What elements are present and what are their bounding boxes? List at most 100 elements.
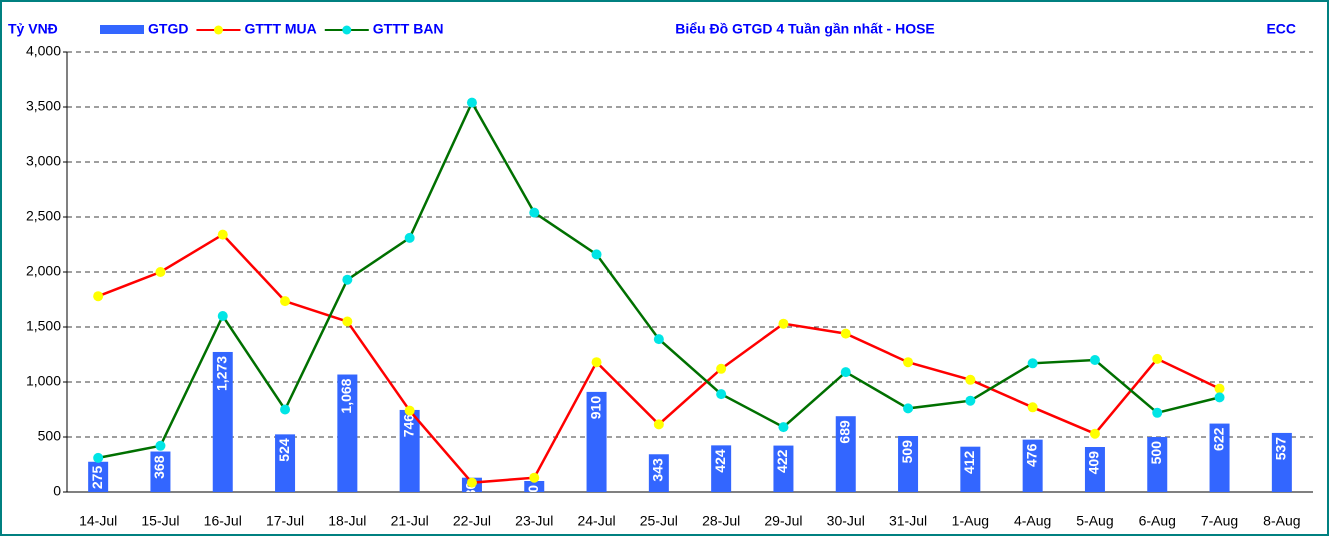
marker [404,405,415,416]
marker [342,274,353,285]
marker [716,389,727,400]
marker [466,477,477,488]
bar [586,391,607,492]
x-tick-label: 8-Aug [1263,513,1300,529]
marker [840,328,851,339]
marker [1152,353,1163,364]
bar-label: 622 [1210,427,1226,451]
bar-label: 368 [151,455,167,479]
marker [529,472,540,483]
marker [93,452,104,463]
x-tick-label: 22-Jul [453,513,491,529]
x-tick-label: 29-Jul [764,513,802,529]
bar [1209,423,1230,492]
marker [653,334,664,345]
marker [1089,428,1100,439]
marker [466,97,477,108]
chart-title: Biểu Đồ GTGD 4 Tuần gần nhất - HOSE [675,21,935,37]
marker [217,311,228,321]
marker [280,296,291,307]
legend-label: GTTT MUA [244,21,316,37]
x-tick-label: 18-Jul [328,513,366,529]
bar [648,454,669,492]
x-tick-label: 4-Aug [1014,513,1051,529]
y-tick-label: 500 [38,428,62,444]
y-tick-label: 3,500 [26,98,61,114]
marker [778,422,789,433]
bar-label-group: 524 [276,438,292,462]
bar [337,374,358,492]
y-tick-label: 1,500 [26,318,61,334]
bar-label-group: 509 [899,440,915,464]
marker [965,395,976,406]
marker [1214,383,1225,394]
bar-label: 100 [525,485,541,509]
bar-label-group: 368 [151,455,167,479]
bar [1271,432,1292,492]
bar-label-group: 412 [961,450,977,474]
bar-label-group: 275 [89,466,105,490]
bar-label: 476 [1023,443,1039,467]
bar-label-group: 343 [650,458,666,482]
marker [591,357,602,368]
bar [275,434,296,492]
x-tick-label: 1-Aug [952,513,989,529]
bar [524,481,545,492]
y-tick-label: 2,500 [26,208,61,224]
marker [1027,358,1038,369]
marker [155,440,166,451]
bar-label: 524 [276,438,292,462]
bar-label: 746 [400,414,416,438]
x-tick-label: 23-Jul [515,513,553,529]
bar-label-group: 424 [712,449,728,473]
bar-label-group: 1,068 [338,378,354,413]
bar-label: 910 [587,396,603,420]
bar [1147,437,1168,492]
marker [529,207,540,218]
bar-label-group: 1,273 [213,356,229,391]
marker [778,318,789,329]
source: ECC [1266,21,1296,37]
marker [280,404,291,415]
bar-label: 689 [836,420,852,444]
bar-label-group: 476 [1023,443,1039,467]
bar-label: 1,068 [338,378,354,413]
y-tick-label: 4,000 [26,43,61,59]
marker [1214,392,1225,403]
x-tick-label: 16-Jul [204,513,242,529]
legend-swatch [100,25,144,34]
bar-label: 343 [650,458,666,482]
bar-label-group: 500 [1148,441,1164,465]
marker [1089,355,1100,365]
x-tick-label: 15-Jul [141,513,179,529]
bar-label: 424 [712,449,728,473]
marker [965,374,976,385]
y-tick-label: 2,000 [26,263,61,279]
legend-label: GTTT BAN [373,21,444,37]
bar [212,351,233,492]
bar [773,445,794,492]
marker [903,403,914,414]
bar-label: 422 [774,449,790,473]
x-tick-label: 28-Jul [702,513,740,529]
marker [716,363,727,374]
y-tick-label: 1,000 [26,373,61,389]
marker [591,249,602,260]
bar [960,446,981,492]
x-tick-label: 31-Jul [889,513,927,529]
bar [88,461,109,492]
marker [840,367,851,378]
bar [835,416,856,492]
bar-label-group: 537 [1273,437,1289,461]
legend-marker [213,25,223,35]
x-tick-label: 24-Jul [577,513,615,529]
x-tick-label: 14-Jul [79,513,117,529]
marker [903,357,914,368]
marker [217,229,228,240]
marker [155,267,166,277]
bar-label: 412 [961,450,977,474]
bar-label-group: 409 [1086,451,1102,475]
bar [1022,439,1043,492]
y-tick-label: 3,000 [26,153,61,169]
